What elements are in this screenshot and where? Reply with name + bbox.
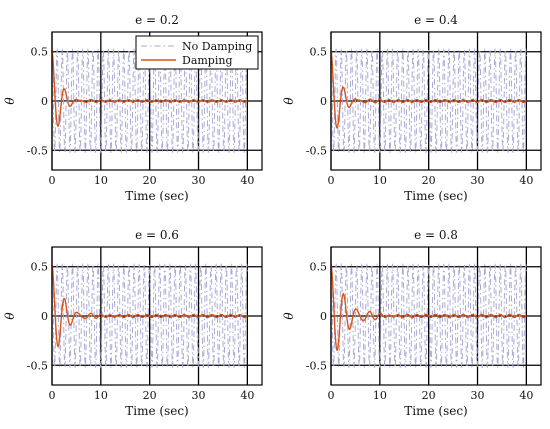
series-no-damping-line [52, 48, 248, 153]
y-tick-label: 0.5 [31, 46, 49, 59]
x-tick-label: 10 [373, 174, 387, 187]
y-tick-label: 0 [320, 95, 327, 108]
x-axis-label: Time (sec) [404, 189, 467, 203]
panel-title: e = 0.6 [135, 228, 179, 242]
axes-frame [51, 246, 263, 386]
series-damping-line [52, 264, 248, 347]
x-tick-label: 0 [328, 174, 335, 187]
x-tick-label: 0 [49, 389, 56, 402]
x-tick-label: 20 [143, 174, 157, 187]
panel-title: e = 0.8 [414, 228, 458, 242]
x-axis-label: Time (sec) [125, 189, 188, 203]
x-axis-label: Time (sec) [125, 404, 188, 418]
x-tick-label: 0 [328, 389, 335, 402]
legend-label: No Damping [182, 40, 252, 53]
legend-box [135, 35, 259, 70]
x-tick-label: 20 [143, 389, 157, 402]
panel-4: 0 10 20 30 40 0.5 0 -0.5 e = 0.8 Time (sec) θ [282, 228, 542, 418]
x-tick-label: 40 [240, 174, 254, 187]
panel-title: e = 0.4 [414, 13, 458, 27]
y-axis-label: θ [282, 312, 296, 320]
x-tick-label: 20 [422, 389, 436, 402]
y-tick-label: 0 [320, 310, 327, 323]
y-axis-label: θ [282, 97, 296, 105]
x-tick-label: 40 [519, 174, 533, 187]
y-tick-label: -0.5 [27, 359, 48, 372]
x-tick-label: 30 [192, 174, 206, 187]
series-damping-line [52, 49, 248, 127]
x-tick-label: 30 [471, 174, 485, 187]
panel-title: e = 0.2 [135, 13, 179, 27]
x-tick-label: 40 [519, 389, 533, 402]
x-tick-label: 30 [471, 389, 485, 402]
x-tick-label: 10 [94, 174, 108, 187]
y-tick-label: -0.5 [306, 359, 327, 372]
y-tick-label: 0 [41, 95, 48, 108]
y-tick-label: 0 [41, 310, 48, 323]
x-tick-label: 20 [422, 174, 436, 187]
x-axis-label: Time (sec) [404, 404, 467, 418]
panel-3: 0 10 20 30 40 0.5 0 -0.5 e = 0.6 Time (sec) θ [3, 228, 263, 418]
x-tick-label: 0 [49, 174, 56, 187]
x-tick-label: 10 [373, 389, 387, 402]
x-tick-label: 30 [192, 389, 206, 402]
series-damping-line [331, 49, 527, 129]
axes-frame [330, 31, 542, 171]
legend-label: Damping [182, 54, 233, 67]
y-axis-label: θ [3, 97, 17, 105]
x-tick-label: 40 [240, 389, 254, 402]
panel-2: 0 10 20 30 40 0.5 0 -0.5 e = 0.4 Time (sec) θ [282, 13, 542, 203]
y-tick-label: 0.5 [31, 261, 49, 274]
y-tick-label: -0.5 [306, 144, 327, 157]
axes-frame [51, 31, 263, 171]
axes-frame [330, 246, 542, 386]
y-tick-label: 0.5 [310, 46, 328, 59]
y-tick-label: -0.5 [27, 144, 48, 157]
x-tick-label: 10 [94, 389, 108, 402]
series-damping-line [331, 264, 527, 351]
panel-1: 0 10 20 30 40 0.5 0 -0.5 e = 0.2 Time (sec) θ [3, 13, 263, 203]
y-tick-label: 0.5 [310, 261, 328, 274]
y-axis-label: θ [3, 312, 17, 320]
